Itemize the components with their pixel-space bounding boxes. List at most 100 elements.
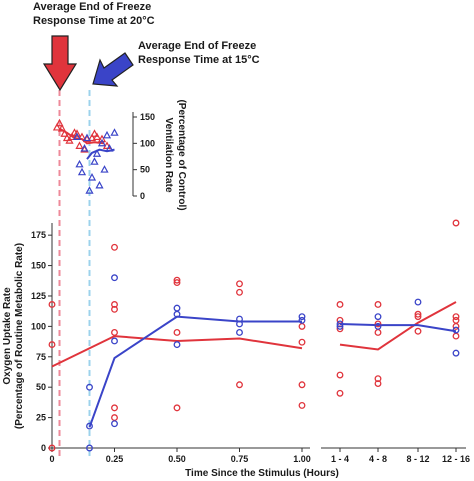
oxygen-red-point-binned <box>452 332 460 340</box>
ventilation-blue-point <box>92 149 102 157</box>
oxygen-x-tick-label: 0.25 <box>106 454 124 464</box>
oxygen-red-point <box>173 329 181 336</box>
oxygen-blue-point-binned <box>374 322 382 330</box>
oxygen-blue-point <box>298 313 306 321</box>
oxygen-blue-point-binned <box>336 322 344 330</box>
oxygen-blue-point-binned <box>452 349 460 357</box>
oxygen-blue-point <box>86 383 93 391</box>
oxygen-red-point <box>236 288 243 296</box>
ventilation-red-point <box>97 134 107 143</box>
ventilation-y-ticks: 0 50 100 150 <box>133 112 155 201</box>
ventilation-red-point <box>87 133 97 142</box>
oxygen-red-point-binned <box>374 320 382 328</box>
oxygen-x-tick-label: 0 <box>49 454 54 464</box>
oxygen-x-ticks: 0 0.25 0.50 0.75 1.00 1 - 4 4 - 8 8 - 12 12 - 16 <box>49 448 470 464</box>
ventilation-tick-label: 150 <box>140 112 155 122</box>
oxygen-x-tick-label: 1.00 <box>293 454 311 464</box>
oxygen-red-point <box>111 243 118 251</box>
oxygen-red-point-binned <box>414 327 422 335</box>
oxygen-red-point <box>298 401 306 409</box>
annotation-red-line1: Average End of Freeze <box>33 1 151 13</box>
oxygen-red-point-binned <box>336 371 344 379</box>
oxygen-y-tick-label: 25 <box>36 413 46 423</box>
ventilation-blue-point <box>95 180 104 189</box>
oxygen-red-mean-line-binned <box>339 301 457 351</box>
annotation-blue-line1: Average End of Freeze <box>138 40 256 52</box>
oxygen-red-point <box>111 404 118 412</box>
annotation-red-line2: Response Time at 20°C <box>33 15 155 27</box>
oxygen-bin-tick-label: 1 - 4 <box>331 454 349 464</box>
oxygen-red-point-binned <box>374 375 382 383</box>
oxygen-y-tick-label: 150 <box>31 261 46 271</box>
ventilation-blue-point <box>82 133 92 142</box>
oxygen-red-point <box>236 280 243 288</box>
annotation-blue-line2: Response Time at 15°C <box>138 54 260 66</box>
oxygen-red-point-binned <box>374 329 382 336</box>
oxygen-red-point <box>298 381 306 389</box>
oxygen-blue-point <box>86 422 93 430</box>
ventilation-blue-point <box>105 144 114 152</box>
ventilation-blue-point <box>97 138 107 147</box>
oxygen-y-tick-label: 125 <box>31 291 46 301</box>
ventilation-ylabel-2: (Percentage of Control) <box>176 99 187 210</box>
oxygen-red-point <box>173 279 181 287</box>
oxygen-red-point <box>48 341 56 349</box>
ventilation-red-point <box>77 132 87 141</box>
ventilation-blue-point <box>102 130 112 139</box>
oxygen-blue-point <box>86 444 93 452</box>
oxygen-red-point-binned <box>414 313 422 321</box>
oxygen-red-point <box>111 329 118 336</box>
oxygen-blue-point <box>298 316 306 324</box>
oxygen-red-point <box>173 404 181 412</box>
oxygen-ylabel-2: (Percentage of Routine Metabolic Rate) <box>14 243 25 429</box>
blue-arrow-icon <box>92 52 134 87</box>
ventilation-tick-label: 50 <box>140 165 150 175</box>
oxygen-blue-point <box>236 320 243 328</box>
oxygen-blue-point <box>111 420 118 428</box>
oxygen-y-ticks: 0 25 50 75 100 125 150 175 <box>31 230 52 453</box>
oxygen-blue-point <box>111 274 118 282</box>
ventilation-blue-point <box>77 167 87 176</box>
ventilation-red-point <box>57 124 67 132</box>
oxygen-red-point <box>48 444 56 452</box>
oxygen-blue-mean-line <box>88 315 302 428</box>
ventilation-red-point <box>52 122 62 131</box>
oxygen-uptake-plot: 0 25 50 75 100 125 150 175 0 0.25 0.50 0.75 1.00 1 -… <box>2 219 470 479</box>
oxygen-red-point <box>111 301 118 308</box>
oxygen-red-point-binned <box>452 219 460 227</box>
ventilation-red-point <box>92 132 102 141</box>
ventilation-red-point <box>55 118 64 127</box>
ventilation-blue-point <box>85 186 94 194</box>
oxygen-red-point-binned <box>374 301 382 308</box>
ventilation-blue-points <box>72 128 119 194</box>
oxygen-red-point <box>173 276 181 284</box>
oxygen-blue-point-binned <box>452 326 460 334</box>
red-arrow-icon <box>42 35 78 92</box>
oxygen-red-point-binned <box>414 310 422 318</box>
oxygen-red-points <box>48 219 460 452</box>
ventilation-blue-point <box>75 159 84 168</box>
oxygen-x-tick-label: 0.75 <box>231 454 249 464</box>
ventilation-tick-label: 100 <box>140 138 155 148</box>
oxygen-blue-point <box>173 304 181 312</box>
oxygen-red-point-binned <box>374 380 382 387</box>
ventilation-blue-point <box>110 128 119 136</box>
oxygen-xlabel: Time Since the Stimulus (Hours) <box>185 468 339 479</box>
ventilation-inset: 0 50 100 150 Ventilation Rate (Percentage o… <box>52 99 187 211</box>
oxygen-blue-point <box>236 329 243 336</box>
oxygen-blue-point-binned <box>414 298 422 306</box>
oxygen-red-point <box>236 381 243 389</box>
ventilation-red-point <box>75 141 84 149</box>
oxygen-red-point-binned <box>452 313 460 321</box>
oxygen-blue-point <box>111 337 118 345</box>
oxygen-blue-point-binned <box>374 313 382 321</box>
oxygen-blue-mean-line-binned <box>339 322 457 333</box>
ventilation-red-points <box>52 118 112 153</box>
ventilation-red-point <box>60 129 69 137</box>
oxygen-y-tick-label: 175 <box>31 230 46 240</box>
oxygen-red-point-binned <box>336 325 344 333</box>
ventilation-ylabel-1: Ventilation Rate <box>163 117 174 192</box>
oxygen-y-tick-label: 100 <box>31 321 46 331</box>
oxygen-bin-tick-label: 4 - 8 <box>369 454 387 464</box>
